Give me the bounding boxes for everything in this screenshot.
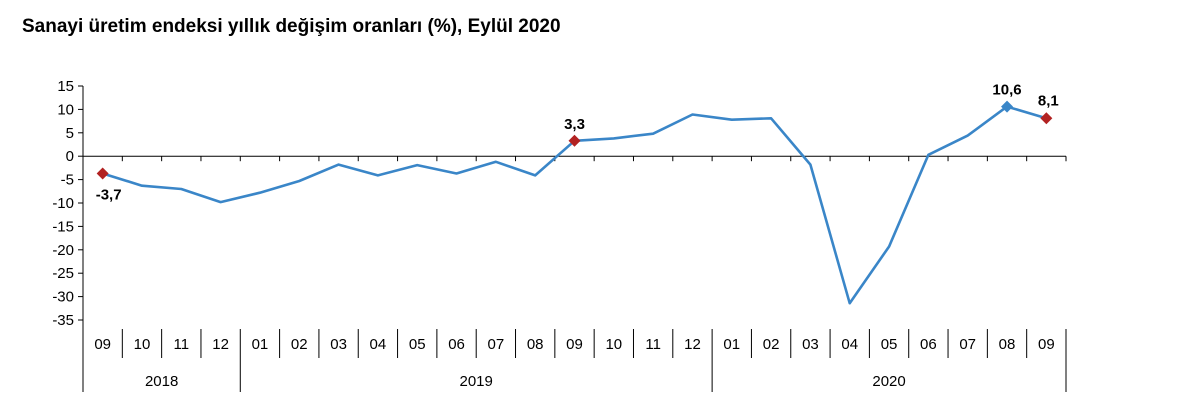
y-tick-label: -30 <box>52 289 74 306</box>
x-tick-label: 05 <box>409 336 426 353</box>
data-label: -3,7 <box>96 187 122 204</box>
y-tick-label: 10 <box>57 101 74 118</box>
year-label: 2018 <box>145 373 178 390</box>
data-point-marker <box>1040 112 1053 125</box>
axes: 15 10 5 0 -5 -10 -15 -20 -25 -30 -35 09 10 11 12 01 02 03… <box>52 78 1067 392</box>
x-tick-label: 06 <box>448 336 465 353</box>
x-tick-label: 09 <box>94 336 111 353</box>
y-tick-label: 15 <box>57 78 74 95</box>
x-tick-label: 09 <box>566 336 583 353</box>
x-tick-label: 07 <box>488 336 505 353</box>
y-tick-label: -5 <box>61 172 74 189</box>
x-tick-label: 07 <box>959 336 976 353</box>
x-tick-label: 04 <box>370 336 387 353</box>
data-label: 10,6 <box>992 82 1021 99</box>
data-label: 3,3 <box>564 116 585 133</box>
data-point-marker <box>568 134 581 147</box>
x-tick-label: 08 <box>527 336 544 353</box>
x-tick-label: 08 <box>999 336 1016 353</box>
x-tick-label: 11 <box>645 336 661 353</box>
y-tick-label: 0 <box>66 148 74 165</box>
x-tick-label: 10 <box>134 336 151 353</box>
year-label: 2019 <box>460 373 493 390</box>
x-tick-label: 12 <box>212 336 229 353</box>
x-tick-label: 04 <box>841 336 858 353</box>
y-tick-label: -20 <box>52 242 74 259</box>
x-tick-label: 02 <box>291 336 308 353</box>
y-tick-label: -10 <box>52 195 74 212</box>
year-label: 2020 <box>872 373 905 390</box>
x-tick-label: 02 <box>763 336 780 353</box>
x-tick-label: 09 <box>1038 336 1055 353</box>
x-tick-label: 10 <box>605 336 622 353</box>
x-tick-label: 03 <box>330 336 347 353</box>
x-tick-label: 03 <box>802 336 819 353</box>
y-tick-label: 5 <box>66 125 74 142</box>
marker-layer: -3,7 3,3 10,6 8,1 <box>96 82 1059 204</box>
data-point-marker <box>1001 100 1014 113</box>
y-tick-label: -25 <box>52 265 74 282</box>
y-tick-label: -35 <box>52 312 74 329</box>
x-tick-label: 06 <box>920 336 937 353</box>
y-tick-label: -15 <box>52 218 74 235</box>
data-label: 8,1 <box>1038 92 1059 109</box>
x-tick-label: 11 <box>174 336 190 353</box>
x-tick-label: 05 <box>881 336 898 353</box>
chart-title: Sanayi üretim endeksi yıllık değişim ora… <box>22 16 561 37</box>
x-tick-label: 01 <box>723 336 740 353</box>
data-point-marker <box>96 167 109 180</box>
x-tick-label: 12 <box>684 336 701 353</box>
x-tick-label: 01 <box>252 336 269 353</box>
